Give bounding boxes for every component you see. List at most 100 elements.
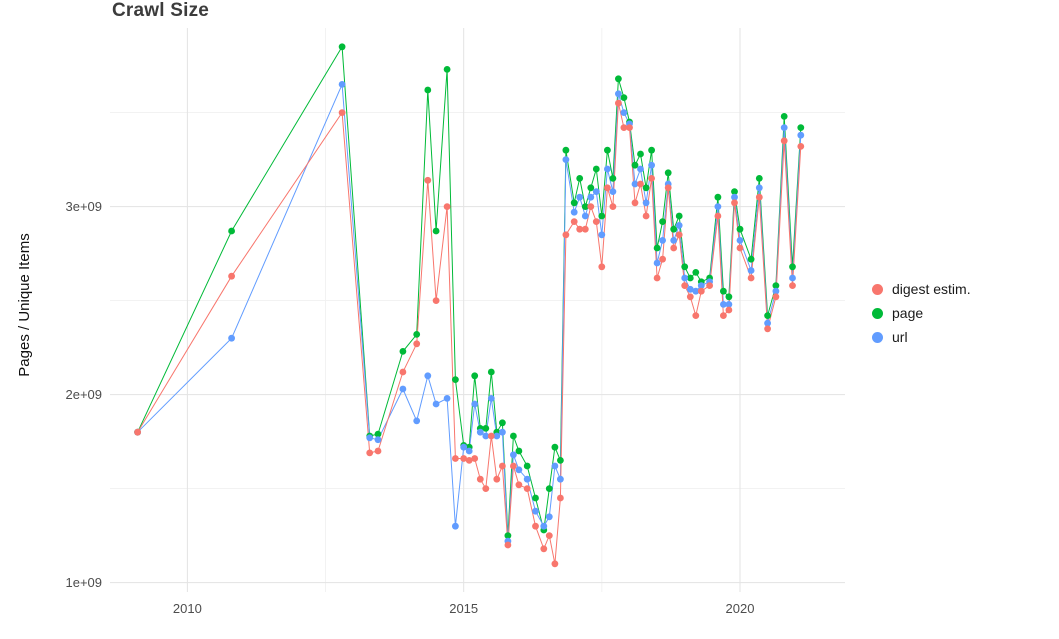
- data-point-url: [714, 203, 722, 211]
- data-point-page: [686, 274, 694, 282]
- data-point-digestestim: [598, 263, 606, 271]
- data-point-digestestim: [452, 455, 459, 462]
- data-point-digestestim: [797, 143, 805, 150]
- data-point-digestestim: [562, 231, 570, 239]
- data-point-page: [637, 150, 644, 158]
- data-point-url: [780, 124, 788, 131]
- data-point-digestestim: [515, 481, 523, 489]
- data-point-url: [515, 466, 523, 474]
- chart-title: Crawl Size: [112, 0, 210, 21]
- data-point-url: [545, 513, 553, 521]
- data-point-url: [499, 428, 506, 436]
- data-point-url: [587, 193, 595, 201]
- data-point-url: [720, 301, 727, 308]
- data-point-url: [637, 165, 644, 173]
- data-point-digestestim: [366, 449, 374, 457]
- data-point-digestestim: [670, 244, 678, 252]
- data-point-digestestim: [615, 99, 622, 107]
- data-point-digestestim: [487, 432, 495, 440]
- data-point-digestestim: [648, 175, 655, 182]
- data-point-page: [587, 184, 595, 192]
- legend-item-url: url: [872, 329, 971, 345]
- data-point-url: [653, 259, 661, 267]
- data-point-page: [736, 225, 744, 233]
- data-point-page: [615, 75, 622, 83]
- data-point-url: [797, 131, 805, 139]
- data-point-page: [659, 218, 666, 226]
- data-point-page: [747, 255, 755, 263]
- x-tick-label: 2010: [173, 601, 202, 616]
- data-point-digestestim: [720, 312, 727, 319]
- data-point-digestestim: [681, 282, 689, 289]
- data-point-digestestim: [653, 274, 661, 282]
- data-point-url: [460, 443, 468, 451]
- data-point-digestestim: [471, 455, 479, 462]
- data-point-url: [482, 432, 490, 440]
- data-point-page: [576, 175, 584, 182]
- data-point-url: [642, 199, 650, 207]
- data-point-digestestim: [697, 287, 705, 295]
- data-point-digestestim: [764, 325, 771, 333]
- data-point-url: [598, 231, 606, 239]
- data-point-page: [692, 269, 700, 276]
- data-point-page: [670, 225, 678, 233]
- data-point-url: [413, 417, 421, 425]
- x-tick-label: 2020: [726, 601, 755, 616]
- series-line-digestestim: [137, 103, 802, 564]
- legend-item-label: page: [892, 305, 924, 321]
- data-point-url: [443, 395, 451, 402]
- data-point-page: [499, 419, 506, 427]
- data-point-digestestim: [637, 180, 644, 188]
- data-point-page: [515, 447, 523, 455]
- data-point-digestestim: [789, 282, 796, 289]
- data-point-url: [631, 180, 639, 188]
- legend-item-page: page: [872, 305, 971, 321]
- data-point-url: [487, 395, 495, 402]
- data-point-page: [338, 43, 346, 51]
- data-point-digestestim: [631, 199, 639, 207]
- data-point-url: [432, 400, 440, 408]
- data-point-page: [228, 227, 236, 235]
- data-point-page: [642, 184, 650, 192]
- data-point-url: [540, 522, 548, 530]
- data-point-url: [686, 285, 694, 293]
- data-point-page: [780, 113, 788, 120]
- data-point-page: [604, 146, 611, 154]
- data-point-page: [504, 532, 512, 539]
- data-point-digestestim: [476, 475, 484, 483]
- data-point-url: [789, 274, 796, 282]
- data-point-url: [523, 475, 531, 483]
- data-point-page: [581, 203, 589, 211]
- data-point-digestestim: [443, 203, 451, 211]
- plot-area: 1e+09 2e+09 3e+09 2010 2015 2020: [65, 28, 845, 616]
- data-point-url: [562, 156, 570, 164]
- data-point-url: [338, 81, 346, 88]
- data-point-url: [609, 188, 617, 196]
- data-point-url: [620, 109, 628, 116]
- data-point-digestestim: [413, 340, 421, 348]
- data-point-page: [413, 331, 421, 338]
- legend: digest estim. page url: [872, 281, 971, 345]
- data-point-url: [576, 193, 584, 201]
- data-point-url: [659, 237, 666, 244]
- data-point-url: [697, 282, 705, 289]
- legend-key-dot-digest: [872, 283, 883, 295]
- data-point-digestestim: [545, 532, 553, 539]
- data-point-digestestim: [338, 109, 346, 116]
- data-point-digestestim: [499, 462, 506, 470]
- data-point-page: [681, 263, 689, 271]
- data-point-page: [562, 146, 570, 154]
- data-point-digestestim: [510, 462, 517, 470]
- data-point-page: [399, 348, 407, 355]
- data-point-url: [510, 451, 517, 459]
- data-point-url: [615, 90, 622, 98]
- data-point-url: [374, 436, 382, 444]
- legend-item-digest: digest estim.: [872, 281, 971, 297]
- data-point-url: [493, 432, 501, 440]
- data-point-url: [532, 507, 539, 515]
- data-point-digestestim: [714, 212, 722, 220]
- data-point-url: [551, 462, 559, 470]
- data-point-page: [598, 212, 606, 220]
- data-point-page: [620, 94, 628, 101]
